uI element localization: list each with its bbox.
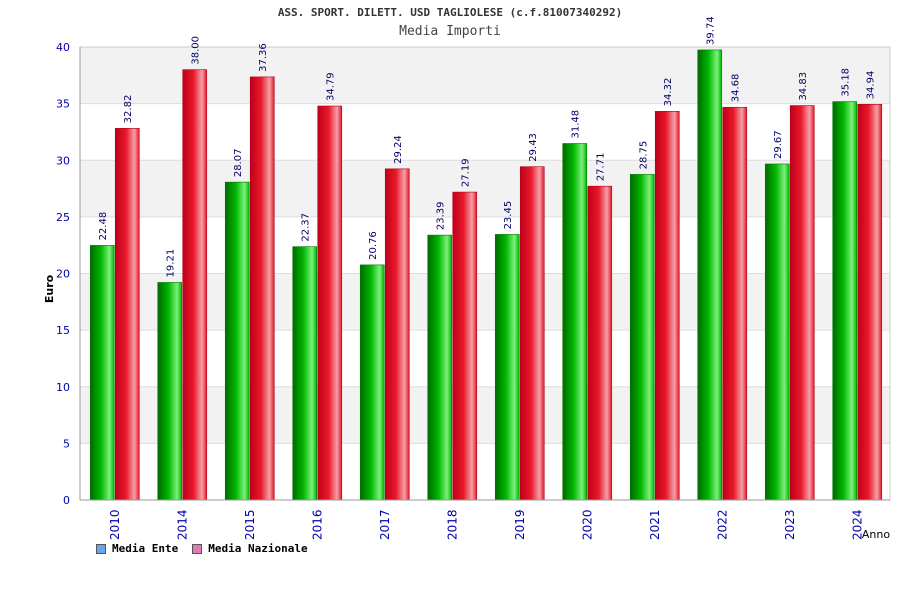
y-axis-label: Euro <box>43 274 56 303</box>
bar-media-nazionale <box>452 191 478 501</box>
value-label: 27.71 <box>596 153 607 182</box>
value-label: 34.79 <box>326 72 337 101</box>
bar-media-ente <box>427 234 453 501</box>
value-label: 32.82 <box>123 95 134 124</box>
bar-media-ente <box>359 264 385 501</box>
bar-media-ente <box>629 174 655 501</box>
grid-band <box>80 160 890 217</box>
value-label: 38.00 <box>191 36 202 65</box>
y-tick-label: 30 <box>56 154 70 167</box>
value-label: 23.45 <box>503 201 514 230</box>
bar-media-ente <box>292 246 318 501</box>
x-tick-label: 2014 <box>175 509 189 540</box>
x-tick-label: 2017 <box>378 509 392 540</box>
value-label: 22.37 <box>301 213 312 242</box>
bar-media-nazionale <box>114 128 140 501</box>
bar-media-nazionale <box>654 111 680 501</box>
bar-media-nazionale <box>857 104 883 501</box>
legend: Media Ente Media Nazionale <box>96 542 308 555</box>
x-tick-label: 2019 <box>513 509 527 540</box>
legend-swatch-nazionale <box>192 543 203 554</box>
bar-media-nazionale <box>317 105 343 501</box>
x-tick-label: 2010 <box>108 509 122 540</box>
bar-media-ente <box>764 163 790 501</box>
value-label: 35.18 <box>841 68 852 97</box>
value-label: 20.76 <box>368 231 379 260</box>
value-label: 34.32 <box>663 78 674 107</box>
x-tick-label: 2018 <box>445 509 459 540</box>
bar-media-ente <box>89 245 115 501</box>
bars <box>89 49 883 501</box>
bar-media-ente <box>224 181 250 501</box>
x-tick-label: 2016 <box>310 509 324 540</box>
value-label: 34.68 <box>731 74 742 103</box>
bar-media-ente <box>832 101 858 501</box>
x-axis-label: Anno <box>862 528 890 541</box>
x-tick-label: 2023 <box>783 509 797 540</box>
x-tick-label: 2022 <box>715 509 729 540</box>
grid-band <box>80 47 890 104</box>
chart-title: ASS. SPORT. DILETT. USD TAGLIOLESE (c.f.… <box>277 6 623 19</box>
y-tick-label: 20 <box>56 268 70 281</box>
bar-media-nazionale <box>722 106 748 501</box>
value-label: 37.36 <box>258 43 269 72</box>
y-tick-label: 25 <box>56 211 70 224</box>
legend-item-nazionale: Media Nazionale <box>192 542 308 555</box>
axes: 0 5 10 15 20 25 30 35 40 2010 2014 2015 2016 2017 2018… <box>56 41 890 540</box>
bar-media-ente <box>157 282 183 501</box>
bar-media-nazionale <box>249 76 275 501</box>
value-labels: 22.48 32.82 19.21 38.00 28.07 37.36 22.37 34.79… <box>98 16 877 277</box>
y-tick-label: 40 <box>56 41 70 54</box>
bar-media-ente <box>562 143 588 501</box>
value-label: 22.48 <box>98 212 109 241</box>
y-tick-label: 10 <box>56 381 70 394</box>
bar-media-nazionale <box>789 105 815 501</box>
bar-media-nazionale <box>519 166 545 501</box>
y-tick-label: 15 <box>56 324 70 337</box>
value-label: 28.75 <box>638 141 649 170</box>
value-label: 39.74 <box>706 16 717 45</box>
bar-media-ente <box>697 49 723 501</box>
bar-media-ente <box>494 234 520 501</box>
value-label: 34.94 <box>866 71 877 100</box>
chart-subtitle: Media Importi <box>399 24 501 39</box>
value-label: 34.83 <box>798 72 809 101</box>
value-label: 29.67 <box>773 130 784 159</box>
legend-label-ente: Media Ente <box>112 542 179 555</box>
value-label: 29.43 <box>528 133 539 162</box>
value-label: 19.21 <box>166 249 177 278</box>
value-label: 23.39 <box>436 201 447 230</box>
legend-label-nazionale: Media Nazionale <box>208 542 308 555</box>
bar-media-nazionale <box>587 185 613 501</box>
legend-item-ente: Media Ente <box>96 542 178 555</box>
bar-media-nazionale <box>384 168 410 501</box>
x-tick-label: 2021 <box>648 509 662 540</box>
grid-band <box>80 386 890 444</box>
y-tick-label: 0 <box>63 494 70 507</box>
grid-band <box>80 273 890 331</box>
y-tick-label: 5 <box>63 437 70 450</box>
value-label: 31.48 <box>571 110 582 139</box>
x-tick-label: 2015 <box>243 509 257 540</box>
value-label: 27.19 <box>461 158 472 187</box>
x-tick-label: 2024 <box>850 509 864 540</box>
grid-bands <box>80 47 890 444</box>
value-label: 28.07 <box>233 148 244 177</box>
y-tick-label: 35 <box>56 98 70 111</box>
x-tick-label: 2020 <box>580 509 594 540</box>
value-label: 29.24 <box>393 135 404 164</box>
bar-media-nazionale <box>182 69 208 501</box>
legend-swatch-ente <box>96 543 106 554</box>
